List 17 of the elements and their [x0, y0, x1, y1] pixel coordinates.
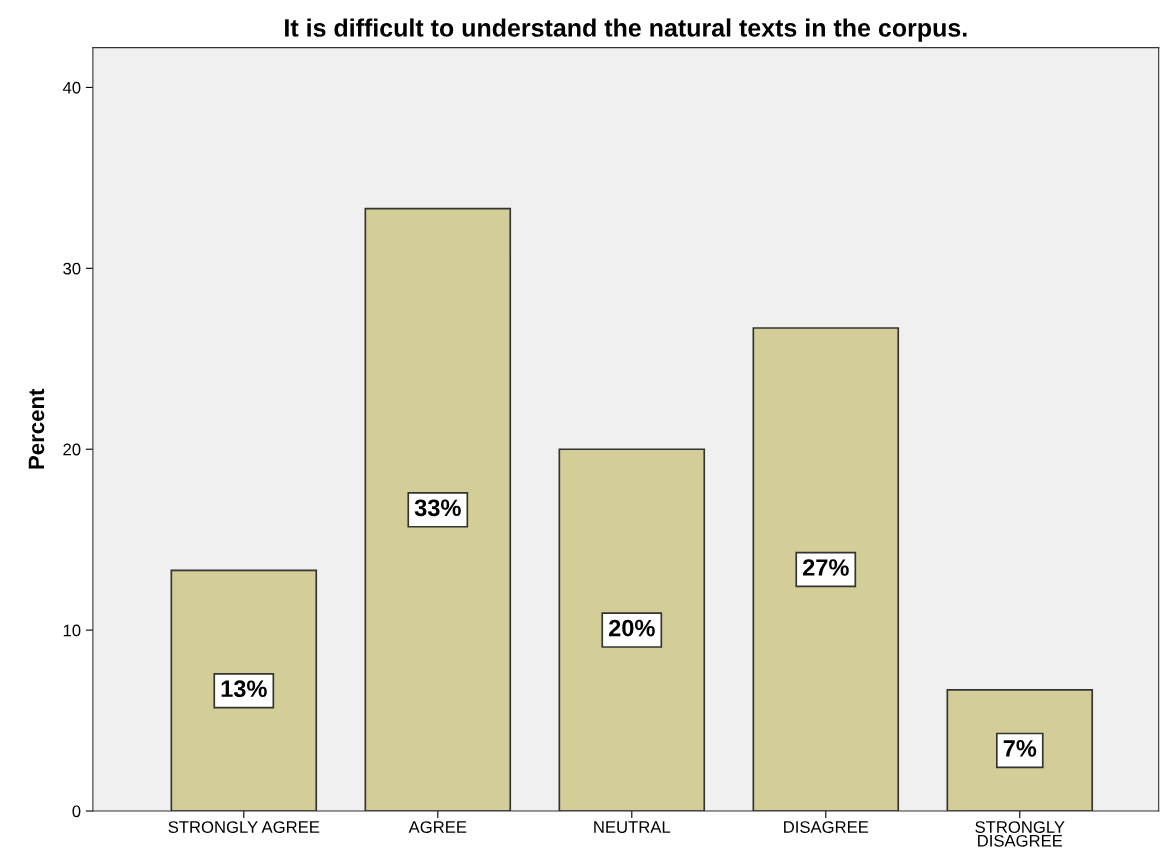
x-tick-label: DISAGREE: [784, 821, 869, 833]
data-label: 33%: [414, 499, 461, 517]
y-tick-label: 0: [72, 805, 81, 818]
y-tick-label: 10: [63, 624, 81, 637]
data-label: 7%: [1003, 740, 1037, 757]
x-tick-label: STRONGLY DISAGREE: [975, 821, 1065, 847]
chart-title: It is difficult to understand the natural texts in the corpus.: [285, 18, 967, 42]
y-tick-label: 30: [63, 262, 81, 275]
x-tick-label: AGREE: [408, 821, 467, 833]
data-label: 27%: [802, 559, 849, 576]
x-tick-label: NEUTRAL: [594, 821, 671, 833]
data-label: 20%: [608, 619, 655, 637]
y-tick-label: 20: [63, 443, 81, 456]
y-axis-title: Percent: [28, 388, 45, 469]
x-tick-label: STRONGLY AGREE: [168, 821, 320, 833]
data-label: 13%: [221, 680, 267, 698]
y-tick-label: 40: [62, 81, 81, 94]
